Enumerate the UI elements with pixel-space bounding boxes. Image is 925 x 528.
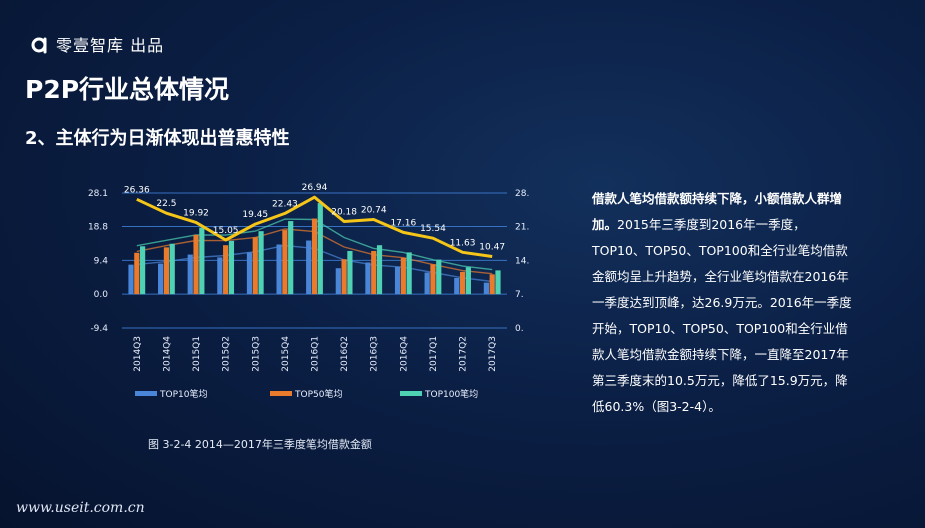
bar-TOP10笔均 [187, 254, 193, 295]
legend-label: TOP10笔均 [159, 388, 207, 400]
bar-line-chart: 28.1 28. 18.8 21. 9.4 14. 0.0 7. -9.4 0. 26.36 22.5… [88, 183, 529, 400]
legend-swatch [135, 391, 157, 396]
bar-TOP100笔均 [436, 259, 442, 295]
x-tick-label: 2016Q3 [370, 336, 380, 372]
bar-TOP50笔均 [134, 252, 140, 295]
data-label: 19.45 [242, 210, 268, 220]
bar-TOP10笔均 [335, 268, 341, 295]
bar-TOP10笔均 [483, 282, 489, 295]
data-label: 19.92 [183, 208, 209, 218]
bar-TOP10笔均 [246, 252, 253, 295]
data-label: 26.36 [124, 185, 150, 195]
data-label: 17.16 [390, 218, 416, 228]
data-label: 20.18 [331, 208, 357, 218]
x-tick-label: 2016Q1 [311, 336, 321, 372]
bar-TOP10笔均 [158, 263, 164, 295]
data-label: 22.43 [272, 199, 298, 209]
bar-TOP50笔均 [489, 274, 495, 295]
bar-TOP100笔均 [140, 246, 146, 295]
x-tick-label: 2017Q3 [488, 336, 498, 372]
bar-TOP10笔均 [128, 264, 134, 295]
bar-TOP100笔均 [495, 270, 501, 295]
data-label: 15.54 [420, 224, 446, 234]
bar-TOP10笔均 [394, 266, 401, 295]
bar-TOP50笔均 [459, 271, 466, 295]
x-tick-label: 2015Q4 [281, 336, 291, 372]
brand-name: 零壹智库 出品 [56, 36, 165, 55]
bar-TOP50笔均 [252, 237, 258, 295]
bar-TOP50笔均 [400, 257, 406, 295]
y-tick-left: 0.0 [94, 290, 109, 300]
y-tick-right: 14. [515, 256, 529, 266]
x-tick-label: 2014Q3 [133, 336, 143, 372]
brand: 零壹智库 出品 [30, 32, 164, 56]
legend-swatch [400, 391, 422, 396]
y-tick-left: -9.4 [90, 324, 108, 334]
bar-TOP10笔均 [424, 272, 430, 295]
bar-TOP10笔均 [217, 257, 223, 295]
bar-TOP10笔均 [306, 240, 312, 295]
y-tick-right: 28. [515, 189, 529, 199]
bar-TOP100笔均 [376, 245, 383, 295]
bar-TOP100笔均 [199, 227, 205, 295]
bar-TOP100笔均 [288, 221, 294, 295]
section-subtitle: 2、主体行为日渐体现出普惠特性 [25, 128, 290, 149]
y-tick-right: 21. [515, 222, 529, 232]
data-label: 11.63 [450, 238, 476, 248]
bar-TOP10笔均 [365, 262, 371, 295]
x-tick-label: 2015Q3 [251, 336, 261, 372]
bar-TOP100笔均 [258, 231, 264, 295]
chart-caption: 图 3-2-4 2014—2017年三季度笔均借款金额 [148, 438, 372, 451]
bar-TOP100笔均 [228, 240, 235, 295]
data-label: 15.05 [213, 226, 239, 236]
bar-TOP50笔均 [282, 230, 288, 295]
page-title: P2P行业总体情况 [25, 75, 230, 104]
legend-swatch [270, 391, 292, 396]
bar-TOP10笔均 [454, 277, 460, 295]
x-tick-label: 2017Q1 [429, 336, 439, 372]
description-text: 借款人笔均借款额持续下降，小额借款人群增加。2015年三季度到2016年一季度，… [592, 186, 854, 420]
bar-TOP50笔均 [311, 218, 318, 295]
bar-TOP10笔均 [276, 244, 282, 295]
bar-TOP50笔均 [193, 234, 199, 295]
data-label: 26.94 [302, 183, 328, 193]
bar-TOP50笔均 [430, 264, 436, 295]
bar-TOP100笔均 [169, 243, 175, 295]
y-tick-left: 9.4 [94, 256, 109, 266]
y-tick-right: 7. [515, 290, 524, 300]
legend-label: TOP50笔均 [294, 388, 342, 400]
bar-TOP100笔均 [465, 267, 471, 295]
bar-TOP100笔均 [347, 250, 353, 295]
x-tick-label: 2016Q2 [340, 336, 350, 372]
x-tick-label: 2015Q2 [222, 336, 232, 372]
x-tick-label: 2014Q4 [162, 336, 172, 372]
bar-TOP50笔均 [371, 250, 377, 295]
y-tick-left: 18.8 [88, 222, 108, 232]
bar-TOP100笔均 [406, 252, 412, 295]
y-tick-right: 0. [515, 324, 524, 334]
bar-TOP50笔均 [341, 259, 347, 295]
x-tick-label: 2016Q4 [399, 336, 409, 372]
bar-TOP50笔均 [223, 245, 229, 295]
data-label: 20.74 [361, 205, 387, 215]
brand-logo-icon [31, 37, 47, 54]
data-label: 22.5 [156, 199, 176, 209]
footer-url: www.useit.com.cn [16, 500, 145, 516]
bar-TOP50笔均 [163, 247, 170, 295]
data-label: 10.47 [479, 242, 505, 252]
y-tick-left: 28.1 [88, 189, 108, 199]
x-tick-label: 2017Q2 [459, 336, 469, 372]
description-lead: 借款人笔均借款额持续下降，小额借款人群增加。 [592, 191, 843, 232]
bar-TOP100笔均 [317, 203, 323, 295]
description-body: 2015年三季度到2016年一季度，TOP10、TOP50、TOP100和全行业… [592, 217, 852, 414]
x-tick-label: 2015Q1 [192, 336, 202, 372]
total-line [136, 195, 493, 258]
legend-label: TOP100笔均 [424, 388, 478, 400]
